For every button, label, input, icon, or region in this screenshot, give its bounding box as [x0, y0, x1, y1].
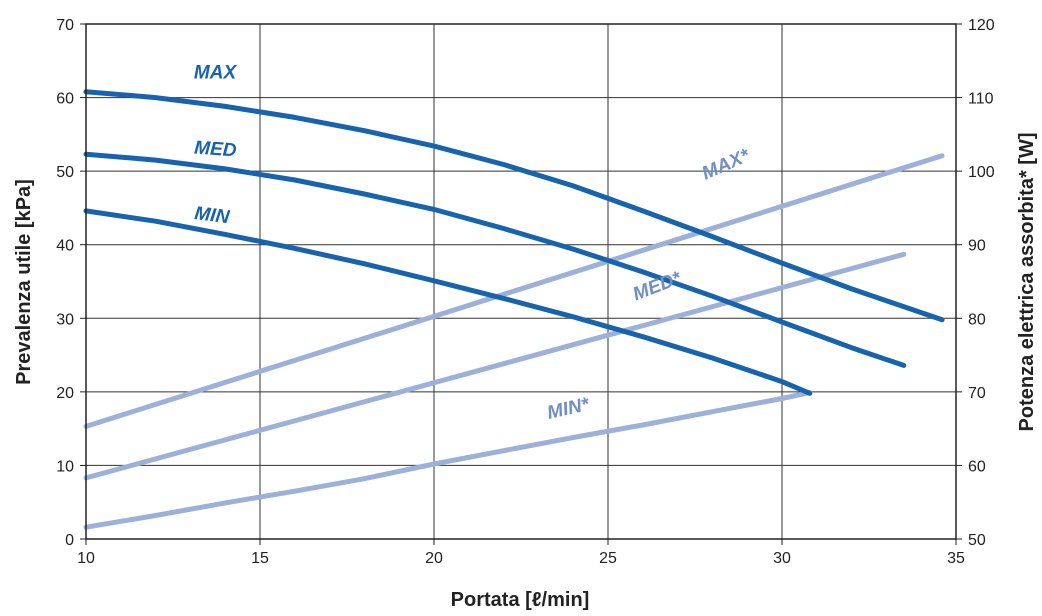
plot-frame [85, 23, 957, 540]
y-left-tick-label: 10 [56, 458, 74, 475]
x-tick-label: 10 [77, 550, 95, 567]
label-background [189, 60, 252, 83]
series-lines [83, 89, 945, 530]
series-line-med [83, 151, 907, 368]
curve-label-min: MIN [193, 203, 231, 228]
x-axis-title: Portata [ℓ/min] [451, 589, 590, 611]
y-right-tick-label: 110 [968, 91, 994, 108]
y-right-tick-label: 90 [968, 238, 986, 255]
y-left-tick-label: 30 [56, 311, 74, 328]
curve-label-max-star: MAX* [699, 145, 754, 185]
tick-labels: 10 15 20 25 30 350102030405060705060708090100… [56, 17, 995, 567]
series-line-max-star [83, 153, 945, 429]
y-right-tick-label: 100 [968, 164, 995, 181]
plot-border [85, 23, 957, 540]
y-right-tick-label: 50 [968, 532, 986, 549]
y-axis-left-title: Prevalenza utile [kPa] [13, 179, 35, 385]
series-line-min [83, 208, 813, 396]
y-right-tick-label: 80 [968, 311, 986, 328]
y-left-tick-label: 60 [56, 91, 74, 108]
y-right-tick-label: 70 [968, 385, 986, 402]
y-left-tick-label: 50 [56, 164, 74, 181]
y-left-tick-label: 40 [56, 238, 74, 255]
series-line-med-star [83, 251, 907, 481]
curve-label-max: MAX [194, 62, 238, 83]
y-right-tick-label: 120 [968, 17, 995, 34]
y-left-tick-label: 20 [56, 385, 74, 402]
x-tick-label: 15 [251, 550, 269, 567]
series-line-max [83, 89, 945, 323]
x-tick-label: 35 [947, 550, 965, 567]
y-right-tick-label: 60 [968, 458, 986, 475]
x-tick-label: 20 [425, 550, 443, 567]
x-tick-label: 30 [773, 550, 791, 567]
curve-label-min-star: MIN* [545, 394, 592, 424]
curve-label-med: MED [194, 138, 238, 162]
series-line-min-star [83, 390, 813, 530]
y-left-tick-label: 70 [56, 17, 74, 34]
y-axis-right-title: Potenza elettrica assorbita* [W] [1016, 133, 1038, 432]
x-tick-label: 25 [599, 550, 617, 567]
y-left-tick-label: 0 [65, 532, 74, 549]
